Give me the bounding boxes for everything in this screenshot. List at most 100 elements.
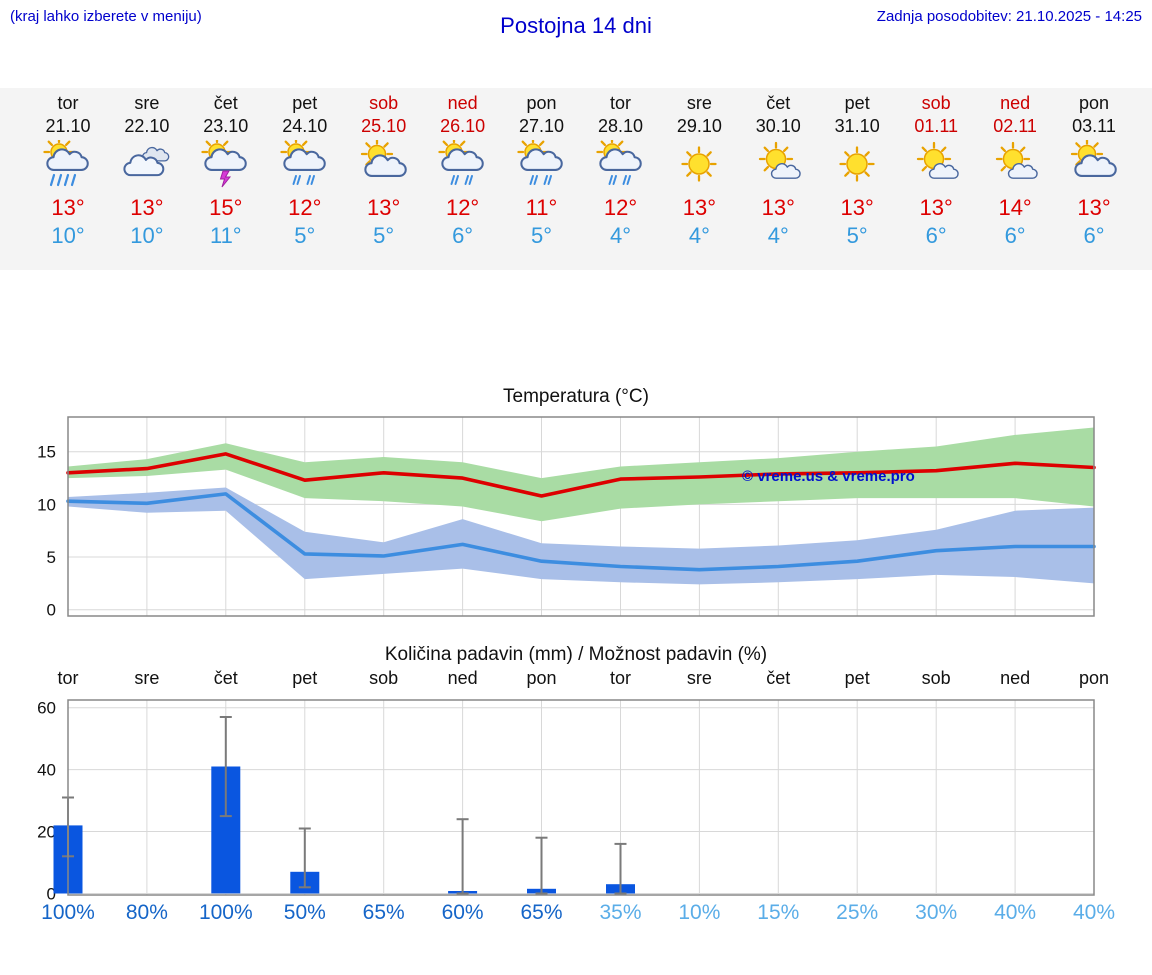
low-temp: 4° — [609, 223, 632, 248]
forecast-date: 26.10 — [440, 116, 486, 136]
precip-probability: 25% — [836, 901, 879, 924]
cloud-sun-icon — [1053, 137, 1136, 192]
precipitation-chart: 0 20 40 60 — [37, 699, 1095, 904]
cloud-sun-icon — [342, 137, 425, 192]
low-temp: 6° — [452, 223, 474, 248]
forecast-date: 21.10 — [45, 116, 91, 136]
high-temp: 12° — [288, 195, 322, 220]
forecast-day-name: pet — [292, 93, 318, 113]
svg-text:40: 40 — [37, 761, 56, 780]
shower-sun-icon — [500, 136, 583, 192]
precip-probability: 65% — [520, 901, 563, 924]
low-temp: 5° — [294, 223, 316, 248]
low-temp: 4° — [688, 223, 710, 248]
svg-text:15: 15 — [37, 443, 56, 462]
high-temp: 12° — [445, 195, 480, 220]
shower-sun-icon — [263, 136, 346, 192]
forecast-day-column: čet 30.10 13° 4° — [737, 92, 820, 250]
forecast-day-name: pet — [844, 93, 870, 113]
forecast-day-column: sob 25.10 13° 5° — [342, 92, 425, 250]
sun-icon — [658, 138, 741, 192]
svg-text:20: 20 — [37, 823, 56, 842]
forecast-date: 01.11 — [914, 116, 959, 136]
forecast-day-name: sre — [686, 93, 712, 113]
low-temp: 11° — [209, 223, 242, 248]
forecast-date: 29.10 — [676, 116, 722, 136]
low-temp: 5° — [373, 223, 395, 248]
forecast-day-column: sob 01.11 13° 6° — [895, 92, 978, 250]
precip-probability: 35% — [599, 901, 642, 924]
forecast-day-column: sre 22.10 13° 10° — [105, 92, 188, 250]
precip-probability: 40% — [1072, 901, 1116, 924]
forecast-day-column: ned 26.10 12° 6° — [421, 92, 504, 250]
low-temp: 6° — [1004, 223, 1026, 248]
svg-text:0: 0 — [47, 885, 56, 904]
low-temp: 10° — [51, 223, 85, 248]
forecast-date: 25.10 — [361, 116, 407, 136]
forecast-date: 27.10 — [518, 116, 565, 136]
svg-text:60: 60 — [37, 699, 56, 718]
high-temp: 13° — [919, 195, 953, 220]
temperature-chart-title: Temperatura (°C) — [503, 386, 649, 407]
forecast-day-column: tor 28.10 12° 4° — [579, 92, 662, 250]
forecast-day-column: čet 23.10 15° 11° — [184, 92, 267, 250]
last-update-label: Zadnja posodobitev: 21.10.2025 - 14:25 — [876, 8, 1142, 25]
forecast-day-name: sre — [134, 93, 160, 113]
forecast-day-column: pon 27.10 11° 5° — [500, 92, 583, 250]
high-temp: 13° — [51, 195, 85, 220]
forecast-day-name: sob — [369, 93, 399, 113]
precip-day-label: sob — [921, 668, 951, 688]
forecast-date: 22.10 — [124, 116, 170, 136]
precip-probability: 30% — [915, 901, 958, 924]
forecast-day-column: pon 03.11 13° 6° — [1053, 92, 1136, 250]
high-temp: 12° — [603, 195, 638, 220]
precip-probability: 15% — [757, 901, 800, 924]
page-title: Postojna 14 dni — [500, 13, 652, 38]
low-temp: 6° — [1083, 223, 1105, 248]
low-temp: 5° — [846, 223, 868, 248]
forecast-date: 23.10 — [203, 116, 249, 136]
forecast-date: 02.11 — [993, 116, 1037, 136]
forecast-date: 28.10 — [597, 116, 644, 136]
precip-probability: 50% — [283, 901, 326, 924]
high-temp: 13° — [840, 195, 874, 220]
cloudy-icon — [105, 138, 188, 192]
low-temp: 6° — [925, 223, 947, 248]
precip-day-label: sob — [369, 668, 399, 688]
precip-day-label: pon — [1078, 668, 1110, 688]
precip-day-label: pet — [292, 668, 318, 688]
precip-day-label: tor — [57, 668, 79, 688]
forecast-day-name: ned — [1000, 93, 1031, 113]
forecast-day-name: tor — [609, 93, 631, 113]
precipitation-chart-title: Količina padavin (mm) / Možnost padavin … — [384, 644, 768, 665]
precip-day-label: ned — [447, 668, 478, 688]
sun-icon — [816, 138, 899, 192]
max-temp-line — [66, 452, 1096, 498]
precip-day-label: ned — [1000, 668, 1031, 688]
svg-text:0: 0 — [47, 601, 56, 620]
svg-text:5: 5 — [47, 548, 56, 567]
forecast-day-column: tor 21.10 13° 10° — [27, 92, 110, 250]
forecast-day-name: pon — [526, 93, 557, 113]
forecast-date: 30.10 — [755, 116, 801, 136]
watermark-link[interactable]: © vreme.us & vreme.pro — [742, 468, 915, 485]
shower-sun-icon — [421, 136, 504, 192]
max-temp-band — [68, 427, 1094, 522]
thunder-sun-icon — [184, 136, 267, 192]
forecast-day-name: tor — [57, 93, 79, 113]
min-temp-line — [66, 492, 1096, 572]
precip-day-label: čet — [213, 668, 238, 688]
forecast-strip: tor 21.10 13° 10° sre 22.10 13° 10° čet 23.10 15° 1… — [0, 88, 1152, 270]
forecast-day-name: čet — [766, 93, 791, 113]
forecast-day-column: pet 31.10 13° 5° — [816, 92, 899, 250]
forecast-day-name: pon — [1078, 93, 1110, 113]
forecast-date: 24.10 — [282, 116, 328, 136]
high-temp: 13° — [1077, 195, 1111, 220]
precip-probability: 40% — [994, 901, 1037, 924]
precip-day-label: čet — [766, 668, 791, 688]
high-temp: 13° — [130, 195, 164, 220]
low-temp: 10° — [130, 223, 164, 248]
high-temp: 13° — [367, 195, 401, 220]
svg-text:10: 10 — [37, 495, 56, 514]
precip-day-label: pon — [526, 668, 557, 688]
